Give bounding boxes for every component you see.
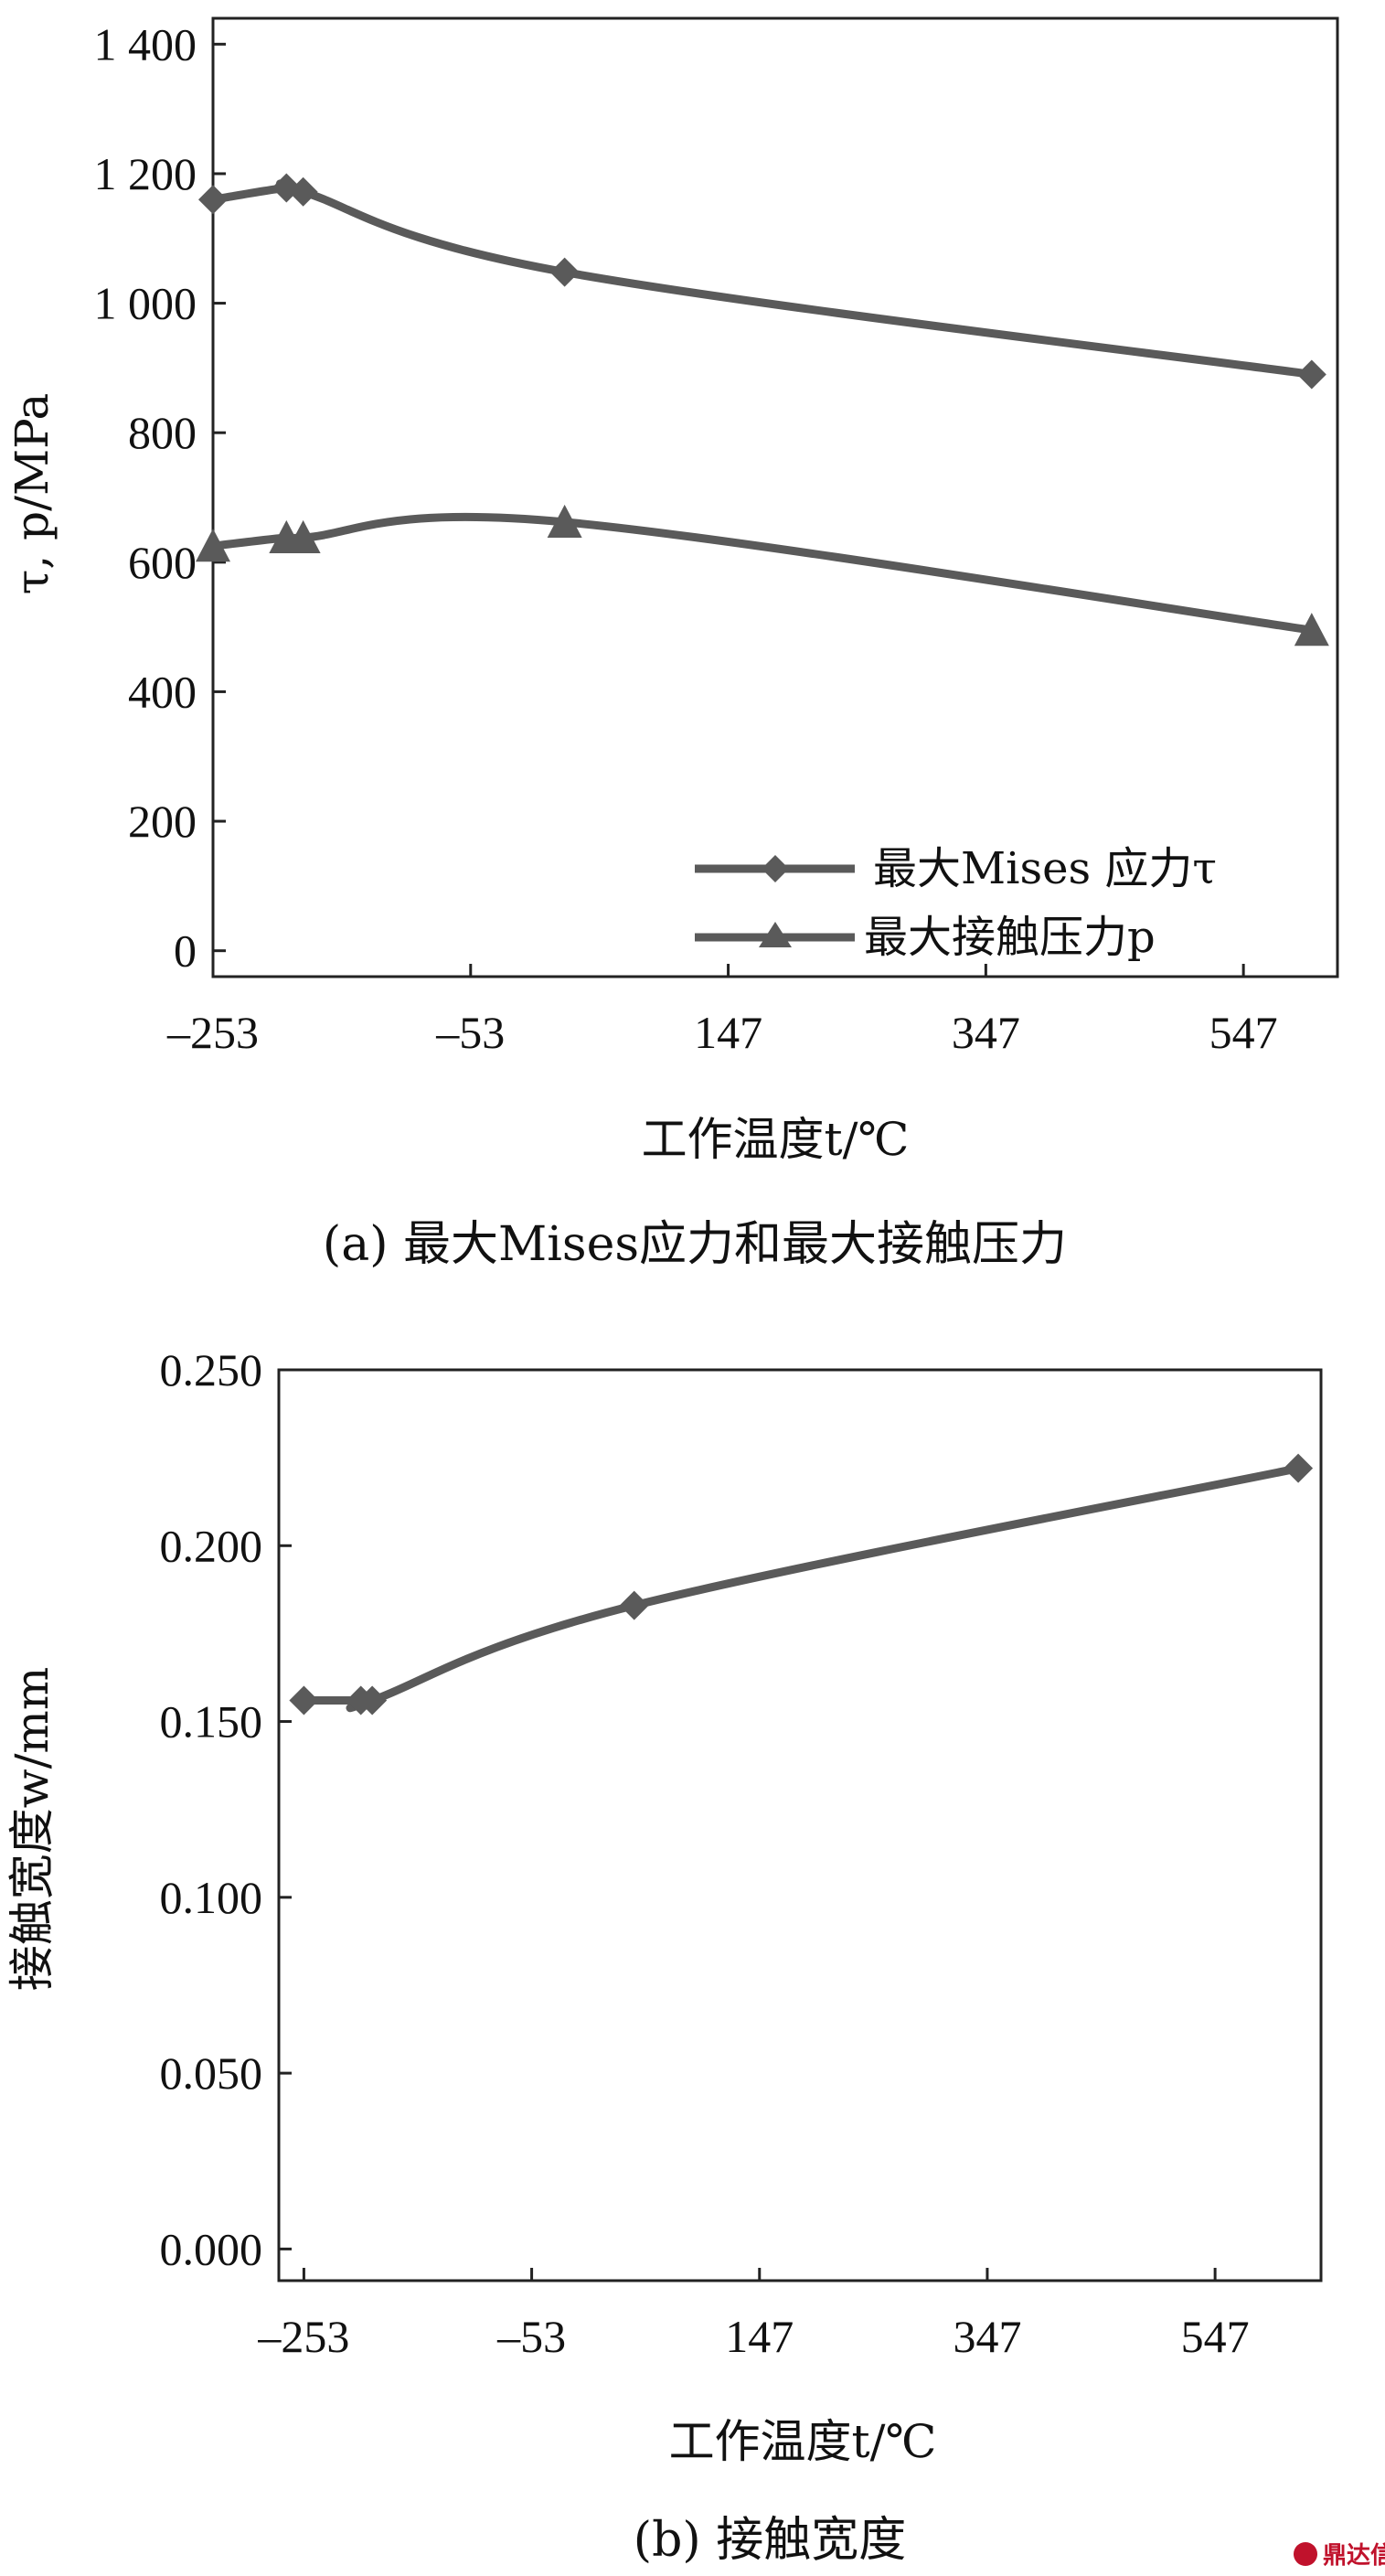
b-xtick-label: 347 — [953, 2311, 1021, 2362]
a-xtick-label: 147 — [694, 1007, 762, 1058]
plot-frame-b — [277, 1368, 1323, 2282]
b-data-point — [1284, 1453, 1314, 1483]
a-ytick-label: 1 400 — [94, 18, 197, 69]
b-data-point — [289, 1685, 319, 1716]
chart-b: 0.250 0.200 0.150 0.100 0.050 0.000 –253 –53 14… — [5, 1344, 1323, 2568]
a-data-point — [198, 185, 228, 215]
legend-a: 最大Mises 应力τ 最大接触压力p — [695, 843, 1217, 963]
a-xtick-label: 347 — [952, 1007, 1020, 1058]
a-ytick-label: 600 — [128, 537, 197, 588]
a-xtick-label: –53 — [435, 1007, 505, 1058]
legend-marker-diamond — [762, 855, 789, 882]
legend-label-mises: 最大Mises 应力τ — [873, 843, 1217, 894]
a-series-line-1 — [208, 512, 1316, 635]
a-data-point — [1296, 359, 1326, 390]
watermark-logo: 鼎达信 — [1294, 2542, 1385, 2570]
b-xtick-label: 147 — [725, 2311, 794, 2362]
y-axis-label-a: τ, p/MPa — [5, 393, 59, 595]
a-ytick-label: 400 — [128, 666, 197, 717]
b-ytick-label: 0.100 — [160, 1872, 263, 1923]
b-data-point — [357, 1685, 388, 1716]
b-ytick-label: 0.250 — [160, 1344, 263, 1395]
a-ytick-label: 800 — [128, 407, 197, 458]
a-data-point — [288, 176, 318, 207]
b-xtick-label: –53 — [496, 2311, 566, 2362]
watermark-badge-icon — [1294, 2542, 1317, 2566]
caption-b: (b) 接触宽度 — [634, 2513, 906, 2568]
b-series-line-0 — [299, 1464, 1303, 1713]
a-ytick-label: 1 000 — [94, 278, 197, 329]
legend-marker-triangle — [759, 922, 792, 947]
legend-label-contact: 最大接触压力p — [864, 912, 1156, 963]
b-xtick-label: –253 — [257, 2311, 349, 2362]
a-data-point — [285, 519, 321, 554]
b-ytick-label: 0.050 — [160, 2047, 263, 2099]
b-data-point — [619, 1590, 649, 1620]
b-ytick-label: 0.150 — [160, 1696, 263, 1748]
chart-a: 1 400 1 200 1 000 800 600 400 200 0 –253 –53 147 3… — [5, 16, 1339, 1272]
a-series-line-0 — [208, 179, 1316, 379]
b-xtick-label: 547 — [1181, 2311, 1250, 2362]
y-axis-label-b: 接触宽度w/mm — [5, 1667, 59, 1991]
a-ytick-label: 0 — [174, 925, 197, 977]
a-data-point — [196, 529, 230, 562]
a-xtick-label: 547 — [1209, 1007, 1278, 1058]
a-data-point — [549, 257, 580, 287]
caption-a: (a) 最大Mises应力和最大接触压力 — [323, 1217, 1067, 1272]
a-data-point — [547, 504, 582, 539]
a-data-point — [1294, 613, 1329, 647]
plot-frame-a — [211, 16, 1339, 978]
a-ytick-label: 1 200 — [94, 148, 197, 199]
a-ytick-label: 200 — [128, 796, 197, 847]
watermark-text: 鼎达信 — [1323, 2542, 1385, 2570]
b-ytick-label: 0.000 — [160, 2223, 263, 2274]
x-axis-label-b: 工作温度t/℃ — [669, 2415, 937, 2468]
b-ytick-label: 0.200 — [160, 1520, 263, 1571]
a-xtick-label: –253 — [166, 1007, 259, 1058]
x-axis-label-a: 工作温度t/℃ — [642, 1113, 910, 1166]
